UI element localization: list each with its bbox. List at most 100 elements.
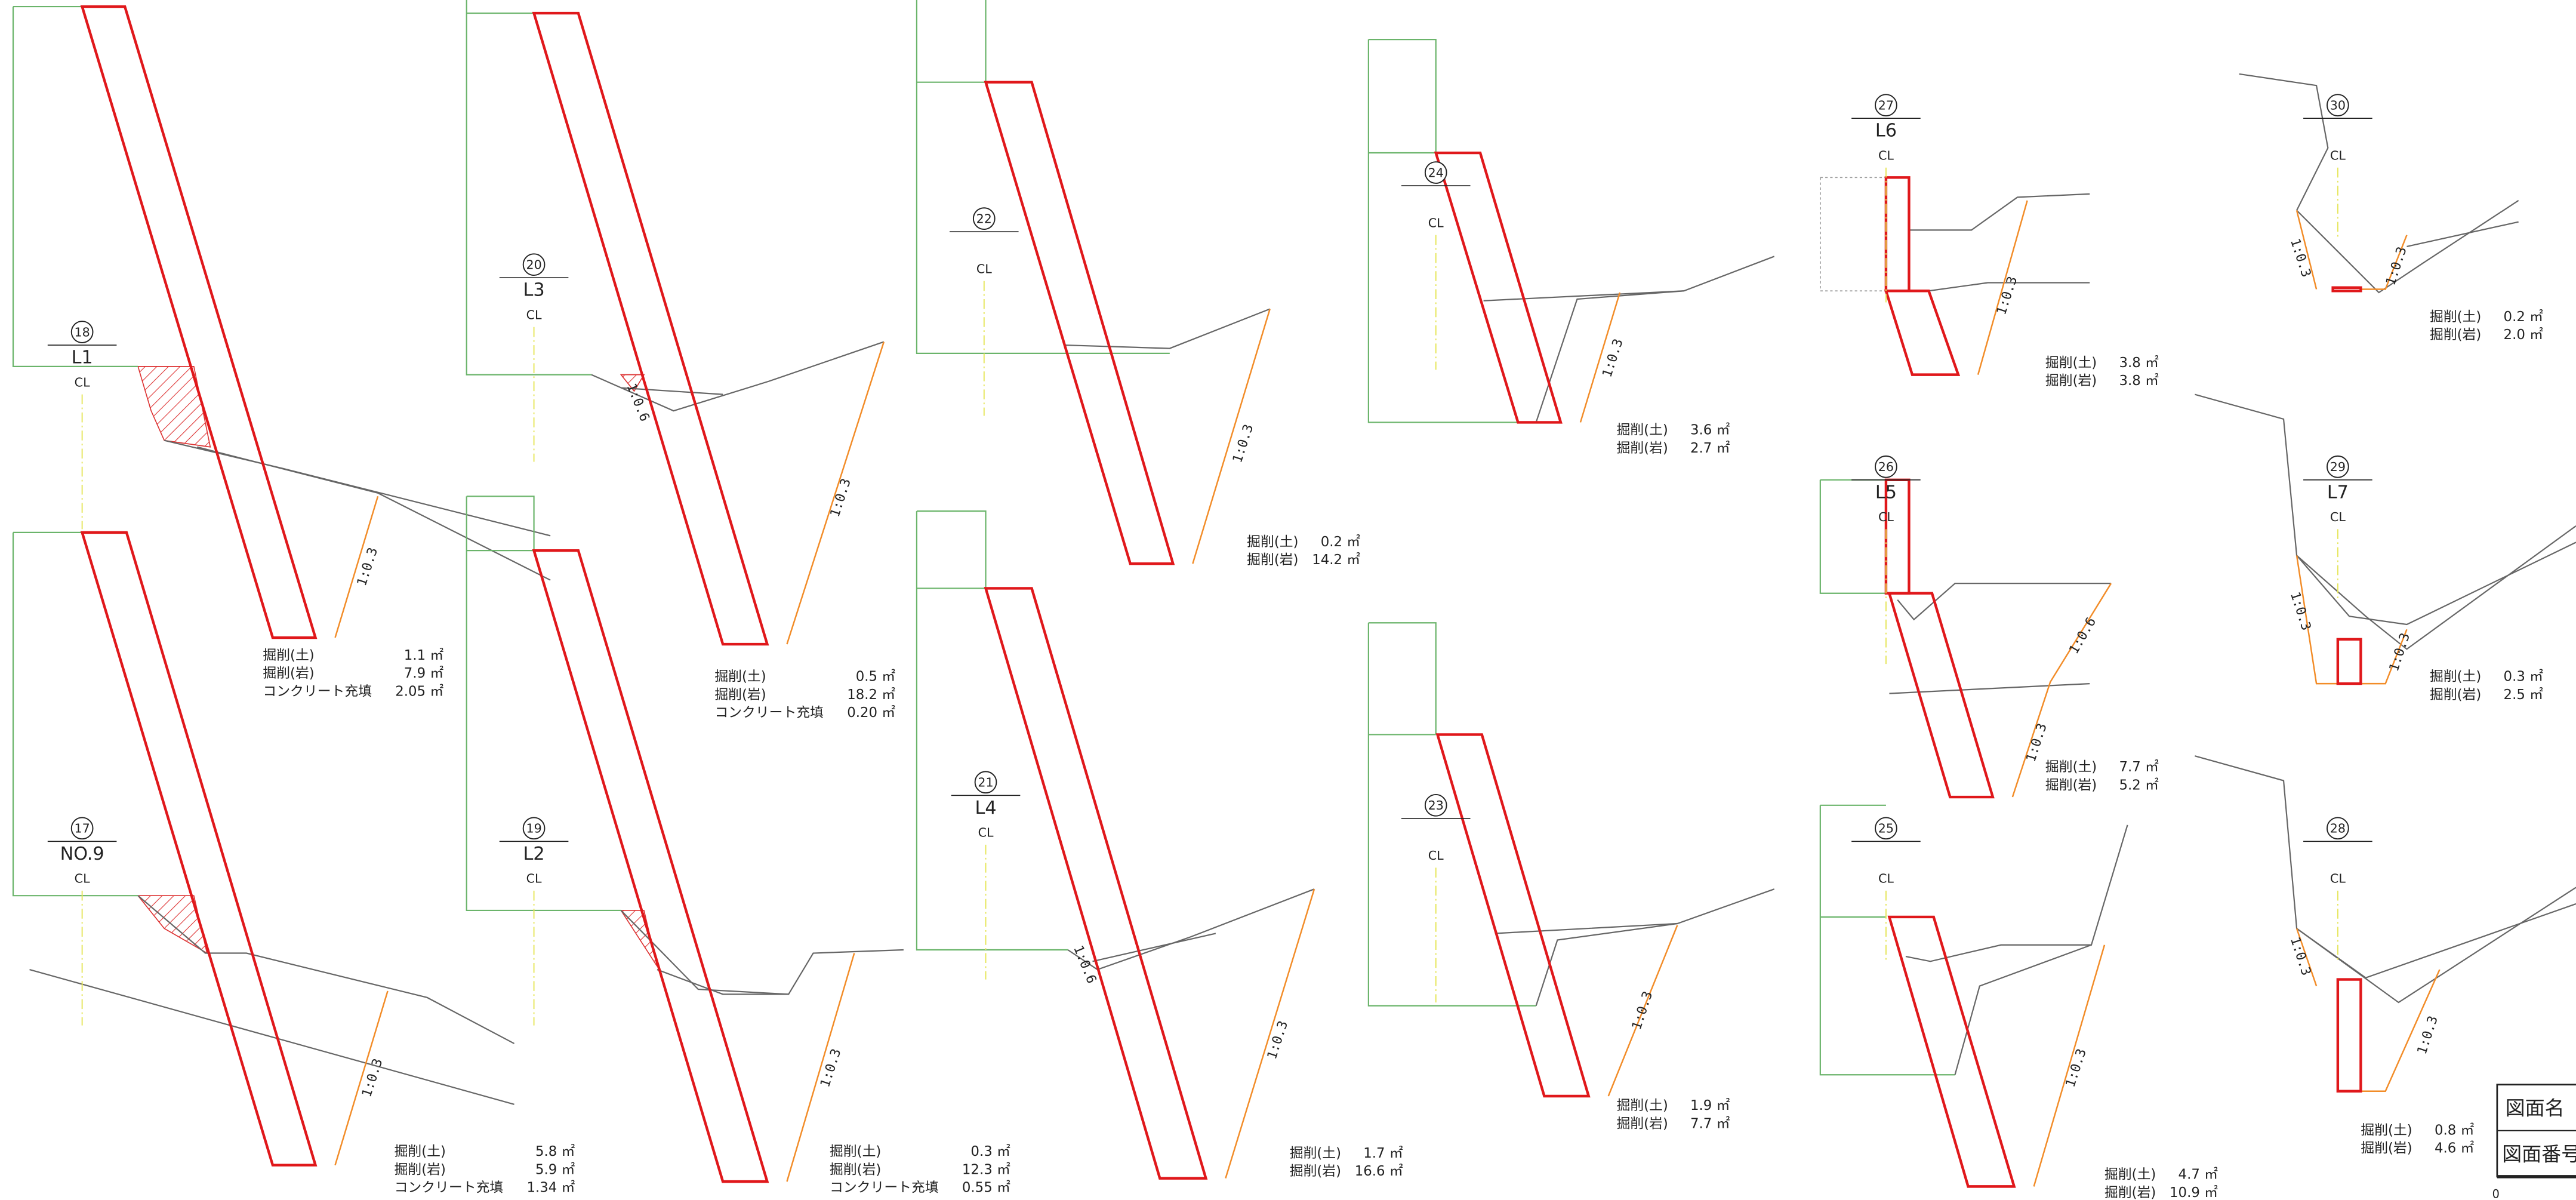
center-label: CL [1878, 872, 1894, 886]
slope-label: 1:0.3 [2287, 590, 2313, 632]
terrain-line [1889, 683, 2090, 694]
scale-start: 0 [2492, 1187, 2500, 1200]
ground-line [1819, 805, 1955, 1076]
quantity-label: 掘削(土) [1617, 423, 1668, 438]
station-number: 28 [2330, 821, 2346, 836]
station-circle [1875, 817, 1897, 840]
slope-line [2033, 944, 2106, 1187]
terrain-line [1495, 888, 1775, 934]
station-circle [2327, 455, 2349, 478]
quantity-label: 掘削(土) [263, 648, 314, 663]
title-block: 図面名 図面番号 0 [2492, 1084, 2576, 1200]
wall-section [2336, 978, 2362, 1093]
quantity-label: 掘削(岩) [714, 687, 766, 703]
terrain-line [1092, 933, 1216, 962]
station-number: 30 [2330, 99, 2346, 113]
slope-line [2361, 235, 2408, 290]
center-label: CL [2330, 872, 2346, 886]
station-number: 18 [75, 325, 90, 339]
quantity-label: 掘削(土) [1247, 534, 1298, 550]
center-label: CL [2330, 510, 2346, 524]
terrain-line [1064, 308, 1271, 349]
wall-section [1884, 176, 1911, 293]
terrain-line [657, 969, 789, 995]
terrain-line [2239, 73, 2329, 211]
quantity-label: 掘削(岩) [1247, 552, 1298, 568]
quantity-label: 掘削(岩) [2104, 1185, 2156, 1200]
quantity-value: 5.8 ㎡ [535, 1144, 575, 1159]
quantity-label: コンクリート充填 [395, 1180, 504, 1196]
center-label: CL [1878, 510, 1894, 524]
slope-label: 1:0.6 [1070, 943, 1099, 986]
ground-line [466, 0, 591, 376]
quantity-label: 掘削(岩) [2045, 777, 2097, 793]
ground-line [916, 0, 1170, 354]
station-number: 25 [1878, 821, 1894, 836]
center-label: CL [526, 872, 542, 886]
terrain-line [1909, 193, 2090, 231]
terrain-line [1535, 922, 1678, 1006]
quantity-label: 掘削(土) [1617, 1098, 1668, 1113]
quantity-value: 5.2 ㎡ [2119, 777, 2159, 793]
terrain-line [29, 968, 514, 1105]
slope-label: 1:0.3 [2287, 935, 2313, 977]
quantity-label: 掘削(土) [2361, 1122, 2412, 1138]
slope-line [1225, 888, 1315, 1179]
center-label: CL [526, 308, 542, 322]
hatch-area [620, 910, 658, 967]
station-circle [1875, 455, 1897, 478]
ground-line [916, 511, 1068, 951]
quantity-value: 14.2 ㎡ [1312, 552, 1360, 568]
slope-label: 1:0.3 [2063, 1047, 2090, 1090]
quantity-value: 16.6 ㎡ [1355, 1164, 1403, 1179]
station-circle [974, 771, 997, 794]
terrain-line [2296, 903, 2576, 979]
quantity-label: 掘削(岩) [2430, 327, 2481, 343]
slope-line [1579, 292, 1621, 423]
quantity-label: コンクリート充填 [830, 1180, 939, 1196]
section-name: L1 [72, 347, 93, 368]
station-number: 23 [1428, 798, 1444, 813]
slope-label: 1:0.3 [828, 477, 854, 519]
section-name: L5 [1875, 482, 1897, 503]
quantity-value: 3.8 ㎡ [2119, 355, 2159, 371]
hatch-area [620, 374, 645, 392]
slope-line [1607, 925, 1678, 1097]
dotted-line [1820, 177, 1886, 292]
drawing-number-label: 図面番号 [2502, 1143, 2576, 1166]
quantity-value: 0.3 ㎡ [2504, 669, 2544, 685]
station-circle [1424, 793, 1447, 817]
section-name: NO.9 [60, 844, 104, 864]
quantity-value: 0.8 ㎡ [2435, 1122, 2475, 1138]
ground-line [1368, 622, 1437, 735]
quantity-label: 掘削(土) [2045, 355, 2097, 371]
quantity-value: 0.3 ㎡ [970, 1144, 1010, 1159]
station-circle [1424, 161, 1447, 184]
quantity-label: 掘削(土) [2045, 759, 2097, 775]
station-circle [522, 817, 546, 840]
quantity-label: 掘削(土) [2104, 1167, 2156, 1183]
station-number: 29 [2330, 460, 2346, 474]
wall-section [984, 587, 1208, 1180]
quantity-label: 掘削(岩) [2430, 687, 2481, 703]
station-circle [522, 253, 546, 276]
ground-line [916, 510, 987, 589]
ground-line [1819, 479, 1886, 594]
terrain-line [2195, 393, 2576, 650]
terrain-line [1905, 824, 2128, 962]
quantity-value: 10.9 ㎡ [2170, 1185, 2218, 1200]
quantity-label: 掘削(岩) [2045, 373, 2097, 389]
station-number: 26 [1878, 460, 1894, 474]
slope-line [2295, 928, 2318, 986]
quantity-label: 掘削(岩) [2361, 1141, 2412, 1156]
wall-section [1434, 151, 1563, 424]
quantity-value: 2.5 ㎡ [2504, 687, 2544, 703]
quantity-label: 掘削(土) [714, 669, 766, 685]
quantity-value: 5.9 ㎡ [535, 1162, 575, 1177]
ground-line [1368, 39, 1437, 153]
quantity-label: 掘削(土) [2430, 669, 2481, 685]
